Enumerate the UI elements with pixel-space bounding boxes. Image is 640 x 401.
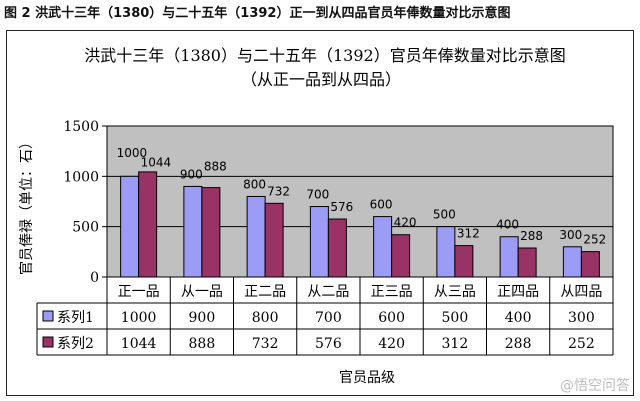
x-category-label: 正一品 xyxy=(118,284,160,300)
table-cell-series1: 800 xyxy=(252,310,279,326)
x-category-label: 正三品 xyxy=(371,284,413,300)
bar-series1 xyxy=(373,216,393,278)
table-cell-series2: 312 xyxy=(442,336,469,352)
bar-chart: 洪武十三年（1380）与二十五年（1392）官员年俸数量对比示意图 （从正一品到… xyxy=(19,46,614,386)
bar-series2 xyxy=(264,202,284,278)
y-tick-label: 1500 xyxy=(63,119,99,135)
data-label-series2: 288 xyxy=(520,229,543,243)
bar-series2 xyxy=(454,245,474,278)
chart-subtitle: （从正一品到从四品） xyxy=(241,70,401,89)
x-category-label: 正四品 xyxy=(497,284,539,300)
x-axis-label: 官员品级 xyxy=(339,370,395,386)
data-label-series1: 800 xyxy=(243,177,266,191)
x-category-label: 正二品 xyxy=(244,284,286,300)
bar-series2 xyxy=(201,187,221,278)
bar-series1 xyxy=(183,185,203,278)
table-cell-series2: 288 xyxy=(505,336,532,352)
data-label-series1: 500 xyxy=(433,208,456,222)
y-axis-label: 官员俸禄（单位：石） xyxy=(19,135,35,275)
bar-series2 xyxy=(327,218,347,278)
table-cell-series2: 420 xyxy=(378,336,405,352)
data-label-series1: 1000 xyxy=(117,146,148,160)
table-cell-series2: 576 xyxy=(315,336,342,352)
plot-area xyxy=(106,125,614,278)
table-cell-series1: 400 xyxy=(505,310,532,326)
x-category-label: 从四品 xyxy=(560,284,602,300)
legend-label-series1: 系列1 xyxy=(57,310,94,326)
chart-panel: 洪武十三年（1380）与二十五年（1392）官员年俸数量对比示意图 （从正一品到… xyxy=(6,30,634,396)
data-label-series2: 888 xyxy=(204,159,227,173)
x-category-label: 从二品 xyxy=(307,284,349,300)
data-label-series1: 300 xyxy=(559,228,582,242)
legend-swatch-series2 xyxy=(42,336,54,348)
legend-label-series2: 系列2 xyxy=(57,336,94,352)
y-tick-label: 500 xyxy=(72,220,99,236)
data-label-series1: 400 xyxy=(496,218,519,232)
table-cell-series1: 500 xyxy=(442,310,469,326)
x-category-label: 从三品 xyxy=(434,284,476,300)
table-cell-series1: 1000 xyxy=(121,310,157,326)
legend-swatch-series1 xyxy=(42,310,54,322)
bar-series1 xyxy=(499,236,519,278)
data-label-series1: 600 xyxy=(370,198,393,212)
table-cell-series1: 600 xyxy=(378,310,405,326)
bar-series1 xyxy=(120,175,140,278)
table-cell-series2: 732 xyxy=(252,336,279,352)
chart-title: 洪武十三年（1380）与二十五年（1392）官员年俸数量对比示意图 xyxy=(84,46,565,65)
data-label-series2: 312 xyxy=(457,227,480,241)
bar-series2 xyxy=(580,251,600,278)
table-cell-series2: 252 xyxy=(568,336,595,352)
y-tick-label: 0 xyxy=(90,270,99,286)
data-label-series2: 420 xyxy=(394,216,417,230)
table-cell-series1: 700 xyxy=(315,310,342,326)
bar-series2 xyxy=(391,234,411,278)
bar-series1 xyxy=(246,195,266,278)
data-label-series2: 1044 xyxy=(141,155,172,169)
data-label-series2: 252 xyxy=(583,233,606,247)
data-label-series1: 700 xyxy=(306,188,329,202)
figure-caption: 图 2 洪武十三年（1380）与二十五年（1392）正一到从四品官员年俸数量对比… xyxy=(4,6,511,21)
table-cell-series2: 888 xyxy=(189,336,216,352)
table-cell-series1: 300 xyxy=(568,310,595,326)
table-cell-series2: 1044 xyxy=(121,336,157,352)
x-category-label: 从一品 xyxy=(181,284,223,300)
bar-series1 xyxy=(562,246,582,278)
bar-series1 xyxy=(436,226,456,278)
y-tick-label: 1000 xyxy=(63,169,99,185)
table-cell-series1: 900 xyxy=(189,310,216,326)
data-label-series1: 900 xyxy=(180,167,203,181)
bar-series1 xyxy=(309,206,329,278)
data-label-series2: 732 xyxy=(267,184,290,198)
bar-series2 xyxy=(517,247,537,278)
bar-series2 xyxy=(138,171,158,278)
watermark: @悟空问答 xyxy=(560,378,630,394)
data-label-series2: 576 xyxy=(330,200,353,214)
